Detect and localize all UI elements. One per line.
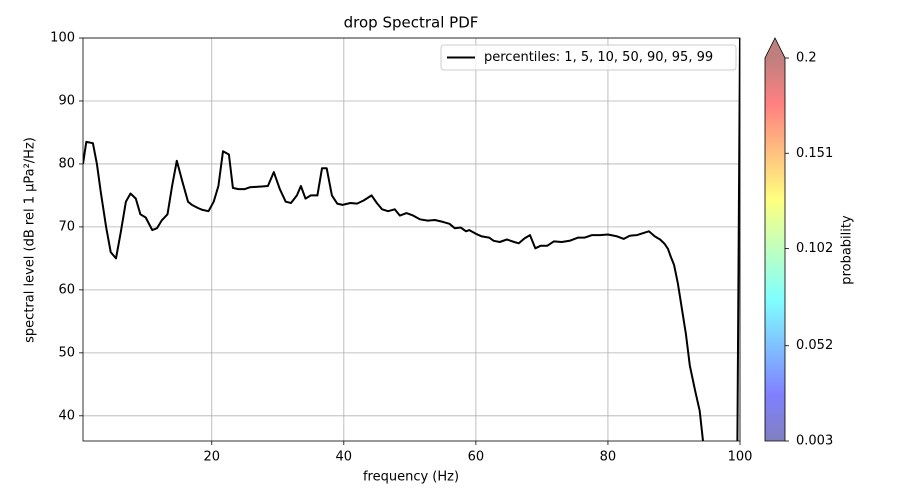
y-axis-label: spectral level (dB rel 1 µPa²/Hz) xyxy=(23,137,38,343)
plot-frame xyxy=(82,37,741,442)
colorbar-label: probability xyxy=(840,215,855,285)
x-tick-label: 80 xyxy=(600,450,617,465)
y-tick-label: 40 xyxy=(58,408,75,423)
y-tick-label: 50 xyxy=(58,345,75,360)
colorbar-extend xyxy=(765,38,785,58)
legend: percentiles: 1, 5, 10, 50, 90, 95, 99 xyxy=(440,44,737,71)
x-tick-label: 100 xyxy=(728,450,753,465)
colorbar-tick-label: 0.102 xyxy=(796,241,833,256)
grid xyxy=(83,37,741,441)
colorbar-tick-label: 0.151 xyxy=(796,146,833,161)
legend-box xyxy=(440,44,737,71)
chart-title: drop Spectral PDF xyxy=(344,14,479,32)
y-tick-label: 60 xyxy=(58,282,75,297)
y-tick-label: 100 xyxy=(50,31,75,46)
legend-label: percentiles: 1, 5, 10, 50, 90, 95, 99 xyxy=(484,50,713,65)
x-tick-label: 20 xyxy=(203,450,220,465)
y-tick-label: 80 xyxy=(58,156,75,171)
y-tick-label: 90 xyxy=(58,93,75,108)
colorbar xyxy=(765,58,785,441)
x-axis-label: frequency (Hz) xyxy=(363,470,459,485)
colorbar-frame xyxy=(764,37,786,442)
colorbar-tick-label: 0.2 xyxy=(796,51,817,66)
data-line xyxy=(83,38,740,441)
y-tick-label: 70 xyxy=(58,219,75,234)
x-tick-label: 60 xyxy=(468,450,485,465)
plot-area xyxy=(83,38,740,441)
colorbar-tick-label: 0.052 xyxy=(796,338,833,353)
colorbar-tick-label: 0.003 xyxy=(796,434,833,449)
x-tick-label: 40 xyxy=(336,450,353,465)
